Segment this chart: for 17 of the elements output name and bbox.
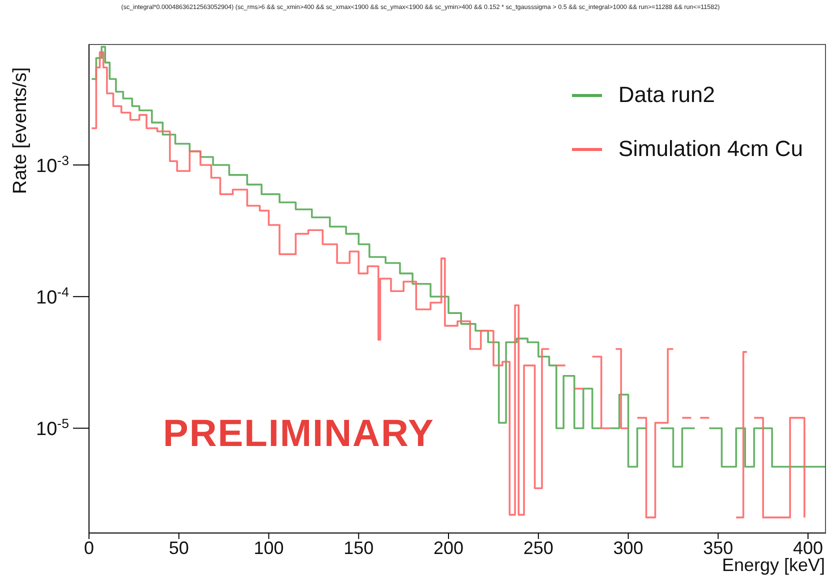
x-tick-label: 100 <box>254 538 284 558</box>
y-tick-label: 10$^{-5}$ <box>36 416 69 440</box>
y-tick-label: 10$^{-4}$ <box>36 284 69 309</box>
legend-label: Data run2 <box>618 82 715 108</box>
x-tick-label: 350 <box>703 538 734 558</box>
x-tick-label: 50 <box>168 538 189 558</box>
x-axis-title: Energy [keV] <box>722 555 825 575</box>
annotation: PRELIMINARY <box>163 413 434 456</box>
legend-label: Simulation 4cm Cu <box>618 136 803 162</box>
x-tick-label: 300 <box>613 538 644 558</box>
x-tick-label: 250 <box>523 538 554 558</box>
x-tick-label: 200 <box>433 538 464 558</box>
y-tick-label: 10$^{-3}$ <box>36 152 69 177</box>
x-tick-label: 150 <box>344 538 374 558</box>
x-tick-label: 400 <box>793 538 824 558</box>
y-axis-title: Rate [events/s] <box>10 67 31 194</box>
x-tick-label: 0 <box>84 538 94 558</box>
